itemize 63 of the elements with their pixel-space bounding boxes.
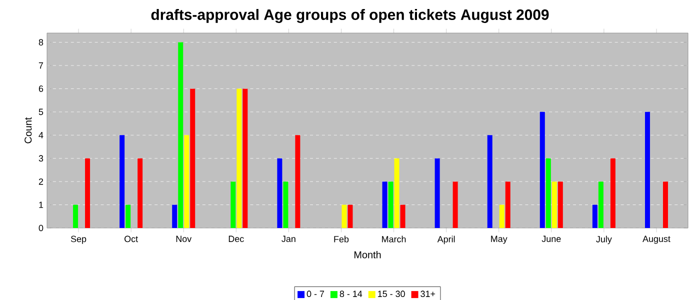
bar	[400, 204, 406, 228]
bar	[505, 182, 510, 228]
bar	[295, 135, 300, 228]
bar	[552, 182, 557, 228]
bar	[138, 158, 143, 228]
y-tick-label: 7	[38, 62, 44, 69]
bar	[598, 182, 604, 228]
x-tick-label: May	[491, 236, 508, 244]
x-tick-label: Sep	[70, 236, 86, 244]
bar	[184, 135, 190, 228]
y-tick-label: 8	[38, 39, 44, 46]
y-tick-label: 1	[39, 202, 44, 208]
bar	[610, 158, 616, 228]
chart-title: drafts-approval Age groups of open tickets August 2009	[151, 9, 549, 23]
x-tick-label: June	[542, 236, 561, 242]
bar	[662, 182, 668, 228]
legend-label: 8 - 14	[340, 290, 362, 298]
bar	[388, 182, 394, 228]
bar	[242, 88, 248, 228]
legend-label: 31+	[420, 290, 436, 298]
bar	[394, 158, 400, 228]
x-tick-label: August	[642, 236, 670, 244]
y-tick-label: 4	[38, 132, 44, 138]
bar	[73, 204, 78, 228]
bar	[230, 182, 236, 228]
bar	[190, 88, 196, 228]
x-tick-label: Jan	[282, 236, 296, 242]
x-tick-label: Nov	[176, 236, 192, 242]
x-tick-label: Oct	[124, 236, 138, 242]
bar	[434, 158, 440, 228]
x-axis-title: Month	[354, 250, 381, 258]
y-tick-label: 6	[38, 86, 44, 92]
bar	[178, 42, 184, 228]
bar	[592, 204, 598, 228]
bar	[236, 88, 242, 228]
bar	[277, 158, 282, 228]
legend-label: 15 - 30	[378, 290, 405, 298]
bar	[85, 158, 90, 228]
bar	[540, 112, 545, 228]
bar	[487, 135, 492, 228]
bar	[126, 204, 131, 228]
bar	[499, 204, 504, 228]
y-tick-label: 0	[38, 224, 44, 232]
y-axis-title: Count	[24, 117, 32, 144]
x-tick-label: March	[382, 236, 406, 242]
legend-label: 0 - 7	[306, 290, 324, 298]
y-tick-label: 2	[38, 178, 44, 185]
y-tick-label: 3	[38, 155, 44, 162]
y-tick-label: 5	[38, 108, 44, 116]
x-tick-label: April	[437, 236, 455, 244]
bar	[342, 204, 347, 228]
bar	[172, 204, 178, 228]
bar	[348, 204, 353, 228]
x-tick-label: Dec	[228, 236, 244, 242]
bar	[120, 135, 125, 228]
bar	[546, 158, 551, 228]
bar	[283, 182, 288, 228]
bar	[452, 182, 458, 228]
bar	[644, 112, 650, 228]
x-tick-label: July	[596, 236, 612, 244]
bar	[382, 182, 388, 228]
bar	[558, 182, 563, 228]
x-tick-label: Feb	[334, 236, 349, 242]
